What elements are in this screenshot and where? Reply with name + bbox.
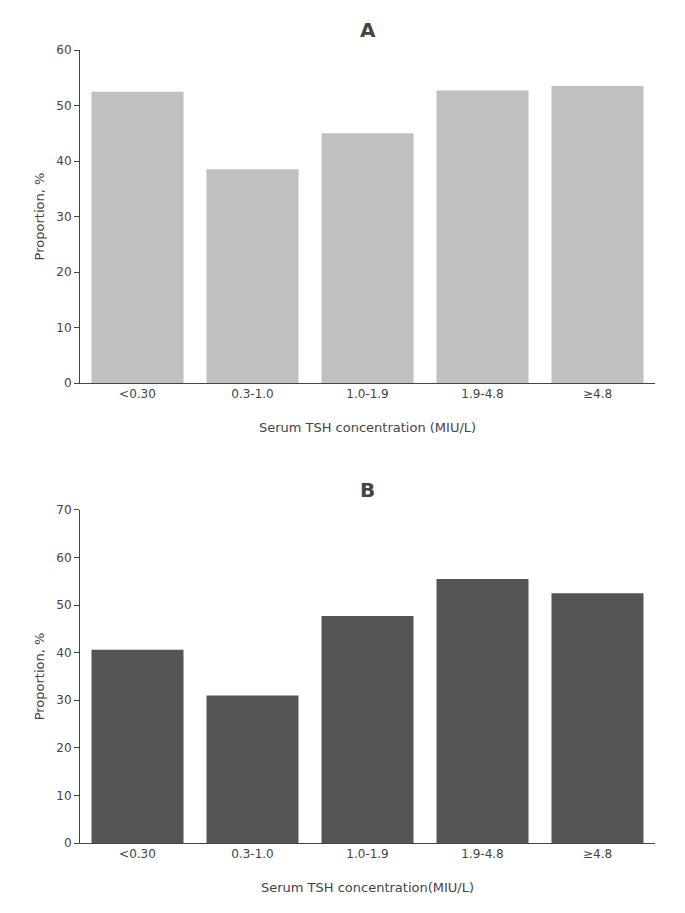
svg-text:10: 10	[56, 789, 71, 803]
svg-text:A: A	[360, 18, 376, 42]
svg-text:B: B	[360, 478, 375, 502]
svg-text:60: 60	[56, 551, 71, 565]
svg-text:Proportion, %: Proportion, %	[32, 633, 47, 721]
svg-text:≥4.8: ≥4.8	[583, 387, 612, 401]
svg-text:1.9-4.8: 1.9-4.8	[461, 847, 504, 861]
svg-text:<0.30: <0.30	[119, 387, 156, 401]
svg-text:70: 70	[56, 503, 71, 517]
svg-text:40: 40	[56, 154, 71, 168]
svg-text:20: 20	[56, 741, 71, 755]
svg-text:<0.30: <0.30	[119, 847, 156, 861]
svg-text:40: 40	[56, 646, 71, 660]
svg-text:Serum TSH concentration(MIU/L): Serum TSH concentration(MIU/L)	[261, 880, 474, 895]
svg-text:30: 30	[56, 693, 71, 707]
svg-text:≥4.8: ≥4.8	[583, 847, 612, 861]
svg-text:0.3-1.0: 0.3-1.0	[231, 847, 274, 861]
svg-text:30: 30	[56, 210, 71, 224]
svg-text:60: 60	[56, 43, 71, 57]
svg-text:0: 0	[64, 836, 72, 850]
svg-text:Serum TSH concentration (MIU/L: Serum TSH concentration (MIU/L)	[259, 420, 476, 435]
svg-text:20: 20	[56, 265, 71, 279]
svg-text:0: 0	[64, 376, 72, 390]
svg-text:50: 50	[56, 598, 71, 612]
svg-text:1.9-4.8: 1.9-4.8	[461, 387, 504, 401]
svg-text:10: 10	[56, 321, 71, 335]
svg-text:1.0-1.9: 1.0-1.9	[346, 387, 389, 401]
svg-text:Proportion, %: Proportion, %	[32, 173, 47, 261]
svg-text:50: 50	[56, 99, 71, 113]
svg-text:1.0-1.9: 1.0-1.9	[346, 847, 389, 861]
svg-text:0.3-1.0: 0.3-1.0	[231, 387, 274, 401]
